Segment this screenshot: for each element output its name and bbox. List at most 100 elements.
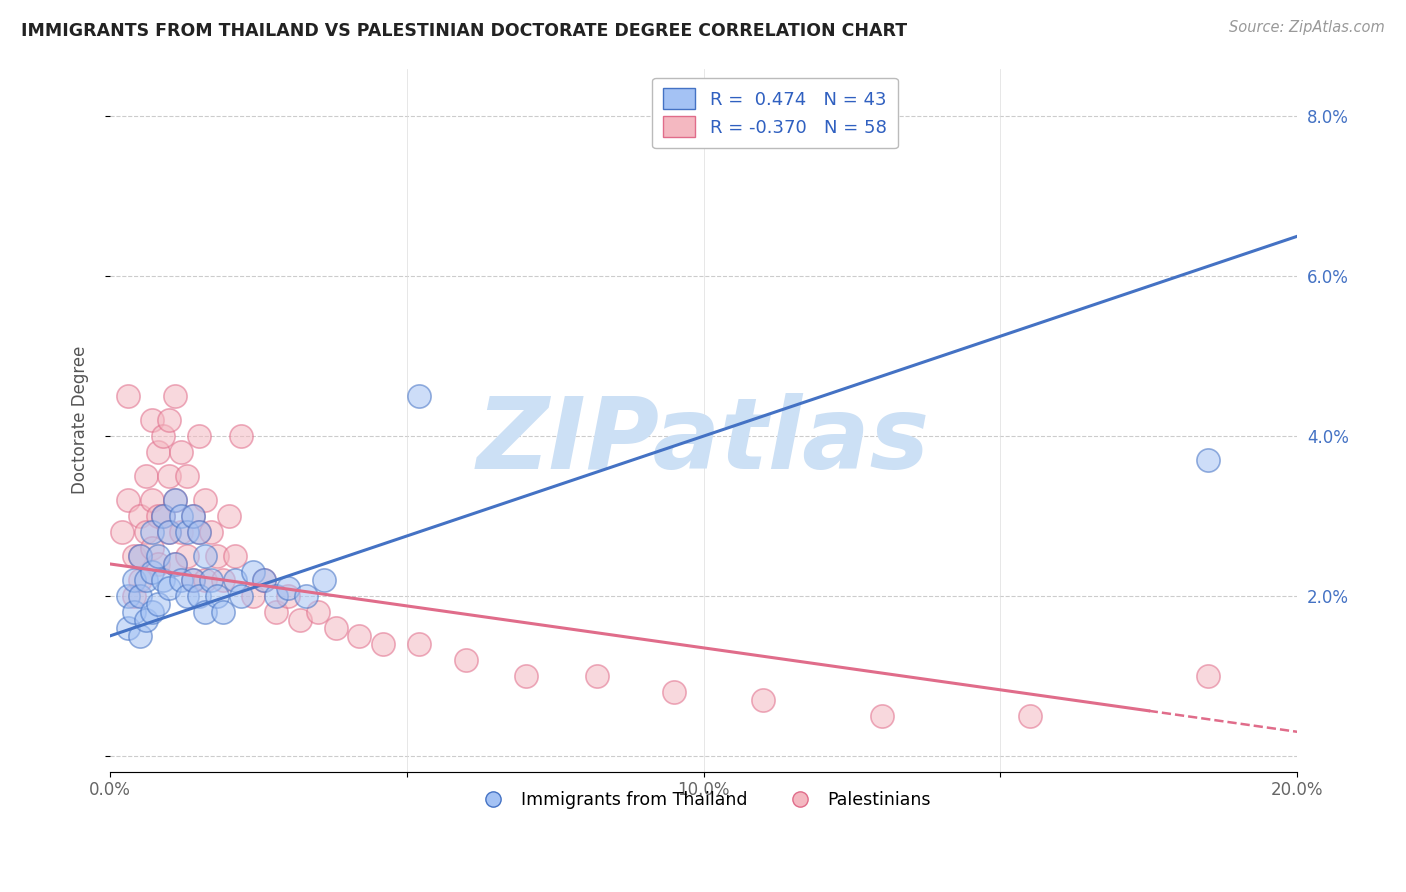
Point [146,557,169,571]
Point [159,469,181,483]
Point [264,605,287,619]
Point [349,629,371,643]
Point [146,445,169,459]
Point [176,469,198,483]
Point [165,389,187,403]
Point [188,429,211,443]
Point [585,669,607,683]
Point [264,589,287,603]
Point [135,613,157,627]
Point [128,589,150,603]
Point [159,524,181,539]
Point [515,669,537,683]
Point [165,493,187,508]
Point [152,508,174,523]
Point [128,573,150,587]
Point [152,429,174,443]
Point [152,573,174,587]
Point [135,573,157,587]
Point [128,508,150,523]
Point [117,589,139,603]
Point [229,429,252,443]
Y-axis label: Doctorate Degree: Doctorate Degree [72,346,89,494]
Point [128,629,150,643]
Point [1197,669,1219,683]
Point [456,653,478,667]
Text: IMMIGRANTS FROM THAILAND VS PALESTINIAN DOCTORATE DEGREE CORRELATION CHART: IMMIGRANTS FROM THAILAND VS PALESTINIAN … [21,22,907,40]
Point [181,508,204,523]
Point [188,589,211,603]
Point [146,508,169,523]
Point [211,573,233,587]
Point [170,524,193,539]
Point [218,508,240,523]
Point [141,493,163,508]
Point [141,605,163,619]
Text: ZIPatlas: ZIPatlas [477,392,931,490]
Point [170,573,193,587]
Point [224,573,246,587]
Point [122,605,145,619]
Point [277,589,299,603]
Point [181,573,204,587]
Point [117,493,139,508]
Point [229,589,252,603]
Point [242,565,264,579]
Point [176,589,198,603]
Point [128,549,150,563]
Point [165,493,187,508]
Point [194,605,217,619]
Point [408,389,430,403]
Point [159,413,181,427]
Point [194,549,217,563]
Point [135,469,157,483]
Point [870,708,893,723]
Point [141,413,163,427]
Point [159,581,181,595]
Point [188,524,211,539]
Point [176,549,198,563]
Point [122,549,145,563]
Point [146,597,169,611]
Text: Source: ZipAtlas.com: Source: ZipAtlas.com [1229,20,1385,35]
Point [662,685,685,699]
Point [159,524,181,539]
Point [371,637,394,651]
Point [188,524,211,539]
Point [1019,708,1042,723]
Point [117,621,139,635]
Point [200,573,222,587]
Point [165,557,187,571]
Point [141,565,163,579]
Point [752,693,775,707]
Point [211,605,233,619]
Point [122,573,145,587]
Point [122,589,145,603]
Legend: Immigrants from Thailand, Palestinians: Immigrants from Thailand, Palestinians [470,784,938,816]
Point [253,573,276,587]
Point [205,549,228,563]
Point [205,589,228,603]
Point [408,637,430,651]
Point [325,621,347,635]
Point [128,549,150,563]
Point [146,549,169,563]
Point [141,524,163,539]
Point [253,573,276,587]
Point [242,589,264,603]
Point [312,573,335,587]
Point [295,589,318,603]
Point [181,508,204,523]
Point [170,508,193,523]
Point [194,573,217,587]
Point [117,389,139,403]
Point [141,541,163,555]
Point [200,524,222,539]
Point [194,493,217,508]
Point [277,581,299,595]
Point [170,445,193,459]
Point [288,613,311,627]
Point [181,573,204,587]
Point [224,549,246,563]
Point [176,524,198,539]
